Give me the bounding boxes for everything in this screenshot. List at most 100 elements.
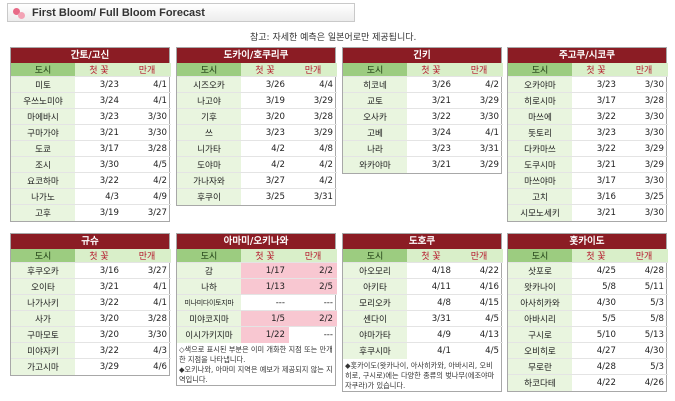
- table-row: 미야자키 3/22 4/3: [11, 342, 171, 359]
- city-name: 사가: [11, 310, 75, 327]
- city-name: 오카야마: [508, 76, 572, 93]
- first-bloom-date: 3/24: [407, 124, 455, 141]
- first-bloom-date: 3/22: [75, 342, 123, 359]
- first-bloom-date: 3/29: [75, 358, 123, 375]
- table-row: 아키타 4/11 4/16: [343, 278, 503, 295]
- region-panel: 규슈 도시 첫 꽃 만개 후쿠오카 3/16 3/27 오이타 3/21 4/1 나가사키 3/22 4…: [10, 233, 171, 376]
- table-row: 오사카 3/22 3/30: [343, 108, 503, 125]
- table-row: 아사히카와 4/30 5/3: [508, 294, 668, 311]
- first-bloom-date: 3/24: [75, 92, 123, 109]
- page-header: First Bloom/ Full Bloom Forecast: [7, 3, 355, 22]
- city-name: 후쿠이: [177, 188, 241, 205]
- city-name: 나고야: [177, 92, 241, 109]
- table-row: 쓰 3/23 3/29: [177, 124, 337, 141]
- city-name: 미나미다이토지마: [177, 294, 241, 311]
- table-row: 다카마쓰 3/22 3/29: [508, 140, 668, 157]
- full-bloom-date: 3/31: [455, 140, 503, 157]
- table-row: 가나자와 3/27 4/2: [177, 172, 337, 189]
- full-bloom-date: 2/5: [289, 278, 337, 295]
- region-footnote: ◇색으로 표시된 부분은 이미 개화한 지점 또는 만개한 지점을 나타냅니다.…: [179, 344, 333, 384]
- page-title: First Bloom/ Full Bloom Forecast: [32, 6, 205, 19]
- city-column-header: 도시: [11, 249, 75, 263]
- full-bloom-date: 4/1: [123, 278, 171, 295]
- first-bloom-date: 5/8: [572, 278, 620, 295]
- table-row: 사가 3/20 3/28: [11, 310, 171, 327]
- full-bloom-date: 3/30: [620, 124, 668, 141]
- first-bloom-date: 3/22: [572, 140, 620, 157]
- city-name: 와카야마: [343, 156, 407, 173]
- city-name: 히로시마: [508, 92, 572, 109]
- full-bloom-column-header: 만개: [123, 63, 171, 77]
- table-row: 나하 1/13 2/5: [177, 278, 337, 295]
- city-column-header: 도시: [177, 249, 241, 263]
- first-bloom-date: 4/1: [407, 342, 455, 359]
- table-row: 고후 3/19 3/27: [11, 204, 171, 221]
- full-bloom-date: 4/5: [455, 310, 503, 327]
- city-name: 조시: [11, 156, 75, 173]
- table-row: 야마가타 4/9 4/13: [343, 326, 503, 343]
- full-bloom-date: 4/1: [123, 76, 171, 93]
- first-bloom-date: 4/9: [407, 326, 455, 343]
- full-bloom-date: 3/30: [123, 124, 171, 141]
- city-column-header: 도시: [343, 249, 407, 263]
- full-bloom-column-header: 만개: [620, 63, 668, 77]
- region-title: 도카이/호쿠리쿠: [177, 48, 335, 63]
- first-bloom-column-header: 첫 꽃: [407, 249, 455, 263]
- first-bloom-date: 3/17: [572, 92, 620, 109]
- region-footnote: ◆홋카이도(왓카나이, 아사히카와, 아바시리, 오비히로, 구시로)에는 다양…: [345, 360, 495, 390]
- city-name: 오사카: [343, 108, 407, 125]
- city-name: 마쓰에: [508, 108, 572, 125]
- first-bloom-date: 3/25: [241, 188, 289, 205]
- city-column-header: 도시: [11, 63, 75, 77]
- first-bloom-date: 4/27: [572, 342, 620, 359]
- full-bloom-column-header: 만개: [123, 249, 171, 263]
- full-bloom-date: 4/3: [123, 342, 171, 359]
- full-bloom-date: 4/5: [455, 342, 503, 359]
- first-bloom-column-header: 첫 꽃: [572, 249, 620, 263]
- first-bloom-date: 3/26: [407, 76, 455, 93]
- full-bloom-date: 3/30: [620, 204, 668, 221]
- city-name: 후쿠시마: [343, 342, 407, 359]
- first-bloom-column-header: 첫 꽃: [407, 63, 455, 77]
- table-row: 감 1/17 2/2: [177, 262, 337, 279]
- table-row: 오비히로 4/27 4/30: [508, 342, 668, 359]
- full-bloom-date: 4/22: [455, 262, 503, 279]
- first-bloom-column-header: 첫 꽃: [241, 63, 289, 77]
- first-bloom-date: 4/25: [572, 262, 620, 279]
- full-bloom-date: ---: [289, 294, 337, 311]
- full-bloom-date: 3/31: [289, 188, 337, 205]
- city-name: 나라: [343, 140, 407, 157]
- full-bloom-date: 3/30: [123, 108, 171, 125]
- full-bloom-column-header: 만개: [289, 249, 337, 263]
- city-name: 나가사키: [11, 294, 75, 311]
- city-name: 센다이: [343, 310, 407, 327]
- table-row: 교토 3/21 3/29: [343, 92, 503, 109]
- table-row: 후쿠오카 3/16 3/27: [11, 262, 171, 279]
- region-title: 간토/고신: [11, 48, 169, 63]
- full-bloom-date: 4/30: [620, 342, 668, 359]
- full-bloom-date: 2/2: [289, 310, 337, 327]
- table-row: 도야마 4/2 4/2: [177, 156, 337, 173]
- first-bloom-date: 3/23: [75, 108, 123, 125]
- city-name: 미야자키: [11, 342, 75, 359]
- full-bloom-date: 3/25: [620, 188, 668, 205]
- first-bloom-date: 3/23: [572, 124, 620, 141]
- first-bloom-date: 1/13: [241, 278, 289, 295]
- city-name: 삿포로: [508, 262, 572, 279]
- table-row: 히로시마 3/17 3/28: [508, 92, 668, 109]
- first-bloom-date: 3/22: [75, 172, 123, 189]
- full-bloom-date: 5/11: [620, 278, 668, 295]
- first-bloom-date: 3/31: [407, 310, 455, 327]
- region-title: 아마미/오키나와: [177, 234, 335, 249]
- full-bloom-date: 4/1: [455, 124, 503, 141]
- full-bloom-date: 4/13: [455, 326, 503, 343]
- first-bloom-date: 4/11: [407, 278, 455, 295]
- first-bloom-date: 3/23: [407, 140, 455, 157]
- city-name: 고후: [11, 204, 75, 221]
- first-bloom-date: 3/21: [407, 156, 455, 173]
- city-name: 니가타: [177, 140, 241, 157]
- table-row: 오이타 3/21 4/1: [11, 278, 171, 295]
- full-bloom-date: 5/3: [620, 358, 668, 375]
- first-bloom-date: 3/21: [75, 124, 123, 141]
- forecast-table: 도시 첫 꽃 만개 감 1/17 2/2 나하 1/13 2/5 미나미다이토지마 --- --- 미야…: [177, 249, 337, 343]
